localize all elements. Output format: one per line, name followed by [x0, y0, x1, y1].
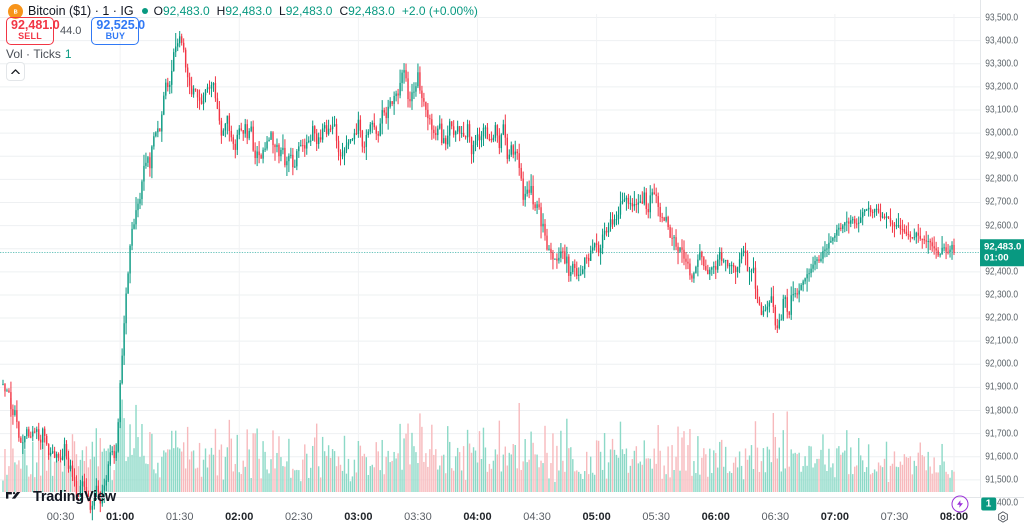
- svg-text:B: B: [14, 9, 18, 15]
